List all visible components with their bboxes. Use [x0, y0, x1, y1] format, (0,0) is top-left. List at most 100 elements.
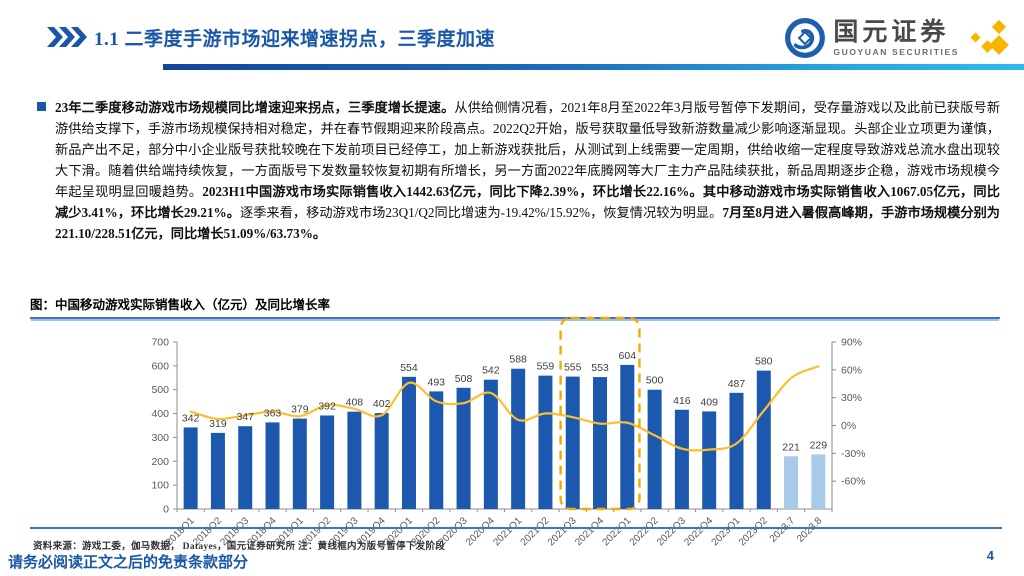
bar-value-label: 379: [291, 404, 309, 416]
x-axis-label: 2022Q3: [655, 515, 688, 548]
logo-name-cn: 国元证券: [833, 18, 950, 46]
page-number: 4: [986, 548, 994, 563]
bar-value-label: 347: [236, 411, 254, 423]
bar-value-label: 500: [646, 375, 664, 387]
x-axis-label: 2020Q4: [464, 515, 497, 548]
bar-2022Q2: [647, 389, 662, 509]
bar-value-label: 553: [591, 362, 609, 374]
x-axis-label: 2023Q1: [710, 515, 743, 548]
bar-2018Q3: [238, 426, 253, 509]
bar-value-label: 408: [346, 397, 364, 409]
paragraph-segment: 逐季来看，移动游戏市场23Q1/Q2同比增速为-19.42%/15.92%，恢复…: [239, 205, 723, 220]
x-axis-label: 2023Q2: [737, 515, 770, 548]
logo-wordmark: 国元证券 GUOYUAN SECURITIES: [833, 20, 959, 57]
right-axis-label: 90%: [841, 337, 862, 349]
bar-2021Q3: [565, 376, 580, 509]
bar-value-label: 487: [728, 378, 746, 390]
left-axis-label: 700: [151, 337, 169, 349]
x-axis-label: 2022Q2: [628, 515, 661, 548]
x-axis-label: 2022Q1: [600, 515, 633, 548]
bar-2022Q3: [674, 409, 689, 509]
bar-value-label: 319: [209, 418, 227, 430]
bar-2019Q2: [320, 415, 335, 509]
bar-2023Q2: [756, 370, 771, 509]
page-title: 1.1 二季度手游市场迎来增速拐点，三季度加速: [94, 29, 496, 50]
bar-value-label: 342: [182, 412, 200, 424]
bar-2020Q3: [456, 387, 471, 509]
bar-2018Q2: [210, 432, 225, 509]
left-axis-label: 600: [151, 360, 169, 372]
footer-divider: [30, 527, 1002, 529]
brand-logo: 国元证券 GUOYUAN SECURITIES: [784, 16, 1010, 60]
source-note: 资料来源：游戏工委，伽马数据， Datayes，国元证券研究所 注：黄线框内为版…: [33, 542, 446, 552]
bar-2018Q4: [265, 422, 280, 509]
right-axis-label: 60%: [841, 364, 862, 376]
bar-value-label: 402: [373, 398, 391, 410]
logo-swirl-icon: [785, 18, 826, 58]
bar-value-label: 221: [782, 441, 800, 453]
bullet-square-icon: [37, 102, 46, 111]
right-axis-label: 30%: [841, 392, 862, 404]
left-axis-label: 0: [163, 504, 169, 516]
bar-2018Q1: [183, 427, 198, 509]
bar-2019Q4: [374, 413, 389, 509]
bar-2019Q1: [292, 418, 307, 509]
logo-diamonds-icon: [970, 19, 1009, 55]
bar-value-label: 392: [318, 400, 336, 412]
bar-2023.7: [784, 456, 799, 509]
bar-2021Q4: [593, 377, 608, 509]
body-block: 23年二季度移动游戏市场规模同比增速迎来拐点，三季度增长提速。从供给侧情况看，2…: [37, 97, 1002, 244]
license-pause-highlight-box: [559, 316, 641, 511]
body-paragraph: 23年二季度移动游戏市场规模同比增速迎来拐点，三季度增长提速。从供给侧情况看，2…: [55, 97, 1000, 244]
left-axis-label: 500: [151, 384, 169, 396]
x-axis-label: 2021Q4: [573, 515, 606, 548]
paragraph-segment: 2023H1中国游戏市场实际销售收入1442.63亿元，同比下降2.39%，环比…: [55, 184, 1000, 220]
x-axis-label: 2022Q4: [682, 515, 715, 548]
bar-value-label: 542: [482, 365, 500, 377]
yoy-growth-line: [189, 365, 820, 452]
right-axis-label: -30%: [841, 448, 866, 460]
bar-value-label: 580: [755, 356, 773, 368]
bar-value-label: 508: [455, 373, 473, 385]
logo-name-en: GUOYUAN SECURITIES: [833, 46, 959, 57]
x-axis-label: 2021Q3: [546, 515, 579, 548]
bar-2021Q1: [511, 368, 526, 509]
bar-value-label: 363: [264, 407, 282, 419]
triple-chevron-icon: [47, 27, 87, 47]
x-axis-label: 2023.7: [768, 515, 798, 545]
bar-value-label: 493: [428, 376, 446, 388]
bar-2019Q3: [347, 411, 362, 509]
left-axis-label: 100: [151, 480, 169, 492]
x-axis-label: 2023.8: [795, 515, 825, 545]
right-axis-label: 0%: [841, 420, 856, 432]
bar-2020Q1: [401, 376, 416, 509]
bar-2020Q2: [429, 391, 444, 509]
paragraph-segment: 7月至8月进入暑假高峰期，手游市场规模分别为221.10/228.51亿元，同比…: [55, 205, 1000, 241]
right-axis-label: -60%: [841, 476, 866, 488]
bar-value-label: 554: [400, 362, 418, 374]
paragraph-segment: 23年二季度移动游戏市场规模同比增速迎来拐点，三季度增长提速。: [55, 100, 455, 115]
x-axis-label: 2021Q1: [491, 515, 524, 548]
disclaimer-text: 请务必阅读正文之后的免责条款部分: [8, 555, 249, 571]
left-axis-label: 300: [151, 432, 169, 444]
x-axis-label: 2021Q2: [519, 515, 552, 548]
left-axis-label: 200: [151, 456, 169, 468]
bar-value-label: 559: [537, 361, 555, 373]
header-divider: [163, 64, 1024, 70]
left-axis-label: 400: [151, 408, 169, 420]
bar-2022Q1: [620, 364, 635, 509]
bar-value-label: 555: [564, 362, 582, 374]
bar-value-label: 229: [810, 439, 828, 451]
bar-2021Q2: [538, 375, 553, 509]
revenue-growth-combo-chart: 0 100 200 300 400 500 600 700 -60% -30% 0% 30% 60% 90…: [151, 316, 866, 548]
bar-value-label: 588: [509, 354, 527, 366]
bar-2023.8: [811, 454, 826, 509]
bar-value-label: 409: [700, 396, 718, 408]
bar-value-label: 604: [619, 350, 637, 362]
paragraph-segment: 从供给侧情况看，2021年8月至2022年3月版号暂停下发期间，受存量游戏以及此…: [55, 100, 1001, 199]
bar-value-label: 416: [673, 395, 691, 407]
chart-title: 图：中国移动游戏实际销售收入（亿元）及同比增长率: [30, 294, 1000, 319]
bar-2023Q1: [729, 392, 744, 509]
bar-2022Q4: [702, 411, 717, 509]
